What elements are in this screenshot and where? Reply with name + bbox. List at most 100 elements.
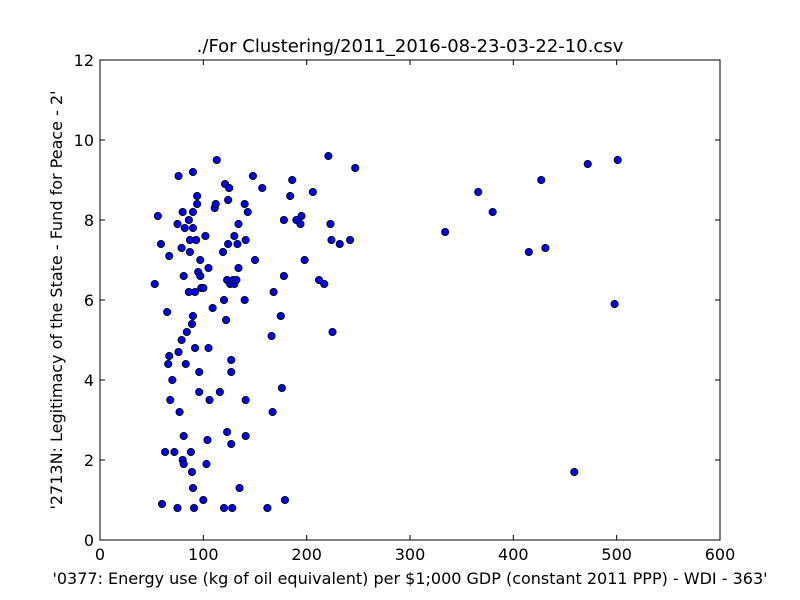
scatter-point bbox=[308, 187, 317, 197]
scatter-point bbox=[223, 427, 232, 437]
scatter-point bbox=[230, 231, 239, 241]
x-tick-label: 100 bbox=[188, 545, 219, 564]
x-tick-label: 0 bbox=[95, 545, 105, 564]
scatter-point bbox=[201, 231, 210, 241]
scatter-point bbox=[219, 503, 229, 513]
scatter-point bbox=[218, 247, 228, 257]
scatter-point bbox=[267, 331, 276, 341]
scatter-point bbox=[241, 431, 250, 441]
scatter-point bbox=[179, 431, 188, 441]
scatter-point bbox=[441, 227, 450, 237]
scatter-point bbox=[241, 395, 250, 405]
scatter-point bbox=[188, 311, 198, 321]
x-tick-label: 300 bbox=[395, 545, 426, 564]
scatter-point bbox=[227, 355, 236, 365]
scatter-point bbox=[179, 271, 188, 281]
scatter-point bbox=[225, 183, 234, 193]
x-axis: 0 100 200 300 400 500 600 bbox=[95, 60, 735, 564]
scatter-point bbox=[196, 255, 205, 265]
scatter-point bbox=[241, 235, 250, 245]
scatter-point bbox=[232, 275, 241, 285]
scatter-point bbox=[173, 219, 182, 229]
scatter-point bbox=[179, 459, 188, 469]
scatter-point bbox=[335, 239, 344, 249]
scatter-point bbox=[224, 239, 233, 249]
scatter-point bbox=[177, 243, 186, 253]
scatter-point bbox=[168, 375, 177, 385]
y-tick-label: 6 bbox=[84, 291, 94, 310]
scatter-point bbox=[474, 187, 483, 197]
scatter-point bbox=[240, 199, 249, 209]
scatter-point bbox=[219, 295, 229, 305]
scatter-point bbox=[205, 395, 214, 405]
y-axis-label: '2713N: Legitimacy of the State - Fund f… bbox=[47, 90, 66, 509]
scatter-point bbox=[174, 347, 183, 357]
scatter-point bbox=[178, 207, 187, 217]
scatter-point bbox=[240, 295, 249, 305]
scatter-point bbox=[300, 255, 309, 265]
scatter-point bbox=[258, 183, 267, 193]
scatter-point bbox=[234, 263, 243, 273]
scatter-point bbox=[211, 199, 220, 209]
scatter-point bbox=[583, 159, 592, 169]
scatter-point bbox=[228, 503, 237, 513]
x-tick-label: 600 bbox=[705, 545, 736, 564]
scatter-point bbox=[156, 239, 166, 249]
scatter-point bbox=[161, 447, 170, 457]
x-tick-label: 500 bbox=[601, 545, 632, 564]
scatter-point bbox=[320, 279, 329, 289]
scatter-point bbox=[227, 439, 236, 449]
scatter-point bbox=[188, 207, 198, 217]
scatter-point bbox=[276, 311, 285, 321]
points-layer bbox=[150, 151, 622, 513]
scatter-point bbox=[215, 387, 224, 397]
scatter-point bbox=[204, 263, 213, 273]
scatter-point bbox=[227, 367, 236, 377]
scatter-point bbox=[181, 359, 190, 369]
scatter-point bbox=[279, 271, 288, 281]
y-tick-label: 2 bbox=[84, 451, 94, 470]
scatter-point bbox=[188, 167, 198, 177]
scatter-point bbox=[570, 467, 579, 477]
scatter-point bbox=[279, 215, 288, 225]
scatter-point bbox=[185, 247, 194, 257]
scatter-point bbox=[193, 191, 202, 201]
scatter-point bbox=[199, 283, 208, 293]
scatter-point bbox=[188, 223, 198, 233]
x-tick-label: 200 bbox=[291, 545, 322, 564]
chart-title: ./For Clustering/2011_2016-08-23-03-22-1… bbox=[197, 36, 624, 57]
scatter-point bbox=[170, 447, 179, 457]
scatter-point bbox=[188, 483, 198, 493]
scatter-point bbox=[613, 155, 622, 165]
scatter-point bbox=[195, 367, 204, 377]
scatter-point bbox=[165, 251, 174, 261]
scatter-point bbox=[327, 235, 336, 245]
scatter-point bbox=[277, 383, 286, 393]
scatter-point bbox=[186, 447, 195, 457]
scatter-point bbox=[193, 199, 202, 209]
plot-area bbox=[99, 59, 721, 541]
scatter-point bbox=[524, 247, 533, 257]
scatter-point bbox=[187, 467, 197, 477]
y-tick-label: 0 bbox=[84, 531, 94, 550]
scatter-point bbox=[224, 195, 233, 205]
scatter-point bbox=[288, 175, 297, 185]
plot-frame bbox=[99, 59, 721, 541]
y-tick-label: 4 bbox=[84, 371, 94, 390]
scatter-point bbox=[189, 503, 199, 513]
scatter-point bbox=[196, 271, 205, 281]
scatter-point bbox=[177, 335, 186, 345]
y-tick-label: 10 bbox=[74, 131, 94, 150]
y-axis: 0 2 4 6 8 10 12 bbox=[74, 51, 720, 550]
scatter-point bbox=[268, 407, 277, 417]
x-tick-label: 400 bbox=[498, 545, 529, 564]
scatter-point bbox=[328, 327, 337, 337]
scatter-point bbox=[297, 211, 306, 221]
scatter-point bbox=[175, 407, 184, 417]
scatter-point bbox=[166, 395, 175, 405]
scatter-point bbox=[326, 219, 335, 229]
scatter-point bbox=[296, 219, 305, 229]
scatter-point bbox=[199, 495, 208, 505]
scatter-point bbox=[192, 235, 201, 245]
